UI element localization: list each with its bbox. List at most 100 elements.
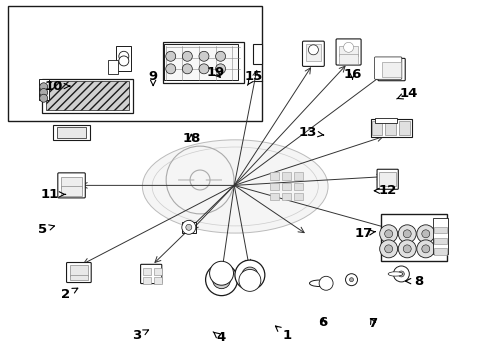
Bar [117, 45, 131, 71]
Circle shape [216, 51, 225, 61]
Circle shape [235, 260, 265, 290]
Text: 17: 17 [354, 226, 375, 239]
Circle shape [119, 56, 129, 66]
Circle shape [308, 45, 318, 55]
Bar [270, 172, 279, 180]
FancyBboxPatch shape [302, 41, 324, 66]
Text: 18: 18 [182, 132, 200, 145]
Bar [46, 81, 129, 110]
Circle shape [345, 274, 358, 286]
Circle shape [398, 271, 404, 277]
Text: 6: 6 [318, 316, 328, 329]
Circle shape [182, 64, 193, 74]
Circle shape [40, 89, 48, 96]
Bar [163, 42, 244, 83]
Bar [70, 275, 88, 280]
FancyBboxPatch shape [67, 262, 91, 283]
Text: 1: 1 [275, 326, 292, 342]
Bar [306, 44, 321, 61]
Circle shape [166, 51, 176, 61]
Bar [144, 277, 151, 284]
Text: 8: 8 [406, 275, 423, 288]
Circle shape [199, 64, 209, 74]
Circle shape [403, 245, 411, 253]
Bar [61, 177, 82, 188]
Bar [57, 127, 86, 138]
Ellipse shape [310, 280, 329, 287]
Circle shape [398, 225, 416, 243]
Circle shape [393, 266, 409, 282]
Ellipse shape [388, 272, 403, 276]
Circle shape [385, 245, 392, 253]
Text: 9: 9 [148, 69, 158, 86]
Bar [339, 54, 358, 64]
FancyBboxPatch shape [141, 264, 162, 284]
Circle shape [199, 51, 209, 61]
Bar [433, 218, 448, 253]
Circle shape [422, 245, 430, 253]
Text: 16: 16 [343, 68, 362, 81]
Text: 3: 3 [132, 329, 148, 342]
FancyBboxPatch shape [378, 58, 405, 81]
Circle shape [380, 240, 397, 258]
Circle shape [422, 230, 430, 238]
Bar [282, 193, 291, 201]
Bar [144, 268, 151, 275]
Circle shape [403, 230, 411, 238]
Bar [282, 183, 291, 190]
Text: 10: 10 [44, 80, 70, 93]
Text: 12: 12 [374, 184, 397, 197]
Bar [154, 268, 162, 275]
Circle shape [182, 51, 193, 61]
Bar [339, 46, 358, 56]
Bar [70, 265, 88, 276]
Bar [164, 44, 238, 80]
Bar [8, 6, 262, 121]
Bar [434, 227, 446, 233]
Circle shape [210, 261, 234, 285]
Text: 4: 4 [213, 331, 225, 344]
Circle shape [380, 225, 397, 243]
Bar [154, 277, 162, 284]
Bar [294, 172, 303, 180]
FancyBboxPatch shape [374, 57, 402, 79]
Text: 13: 13 [298, 126, 324, 139]
Bar [61, 186, 82, 196]
Text: 2: 2 [61, 288, 78, 301]
Circle shape [119, 51, 129, 61]
Circle shape [417, 225, 435, 243]
Bar [108, 60, 118, 74]
Circle shape [40, 83, 48, 91]
Bar [282, 172, 291, 180]
Circle shape [417, 240, 435, 258]
Text: 7: 7 [368, 317, 378, 330]
Ellipse shape [143, 140, 328, 233]
Circle shape [398, 240, 416, 258]
Circle shape [216, 64, 225, 74]
Circle shape [186, 224, 192, 230]
Circle shape [239, 269, 261, 291]
Bar [434, 248, 446, 255]
Bar [385, 121, 396, 135]
Circle shape [166, 64, 176, 74]
Circle shape [182, 220, 196, 234]
Circle shape [349, 278, 353, 282]
FancyBboxPatch shape [377, 169, 398, 189]
Bar [434, 238, 446, 244]
Bar [253, 44, 262, 64]
Bar [382, 62, 401, 77]
Bar [371, 121, 382, 135]
Bar [294, 193, 303, 201]
Circle shape [206, 264, 238, 296]
Bar [39, 79, 49, 100]
Bar [381, 214, 446, 261]
Bar [43, 79, 133, 113]
Bar [371, 119, 413, 137]
Bar [294, 183, 303, 190]
Text: 15: 15 [245, 69, 263, 85]
Bar [182, 222, 196, 233]
Circle shape [385, 230, 392, 238]
Text: 14: 14 [397, 87, 418, 100]
Circle shape [343, 42, 354, 52]
Bar [379, 172, 396, 186]
